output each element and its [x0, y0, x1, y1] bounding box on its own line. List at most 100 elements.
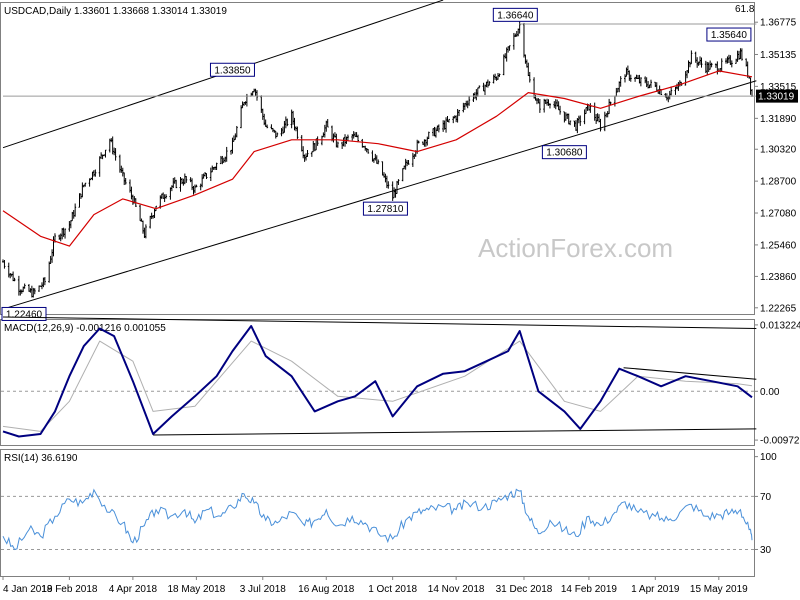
candle	[603, 111, 606, 132]
candle	[696, 57, 699, 68]
price-axis-tick-label: 1.31890	[760, 114, 797, 125]
x-tick-label: 18 May 2018	[167, 584, 225, 595]
candle	[585, 107, 588, 115]
candle	[675, 83, 678, 90]
rsi-title: RSI(14) 36.6190	[4, 453, 78, 464]
candle	[367, 148, 370, 154]
candle	[74, 203, 77, 217]
candle	[707, 62, 710, 72]
candle	[624, 74, 627, 83]
candle	[524, 54, 527, 64]
candle	[235, 125, 238, 138]
candle	[296, 126, 299, 139]
macd-axis-tick-label: 0.00	[760, 387, 780, 398]
candle	[739, 48, 742, 60]
candle	[72, 209, 75, 219]
candle	[716, 61, 719, 75]
candle	[639, 77, 642, 87]
rsi-panel-frame	[0, 449, 755, 577]
candle	[336, 141, 339, 148]
x-tick-label: 1 Oct 2018	[368, 584, 417, 595]
candle	[670, 86, 673, 96]
candle	[527, 62, 530, 77]
candle	[569, 120, 572, 126]
candle	[240, 105, 243, 129]
candle	[141, 220, 144, 234]
candle	[284, 116, 287, 129]
rsi-line	[2, 488, 753, 551]
candle	[649, 79, 652, 88]
candle	[498, 73, 501, 77]
candle	[183, 173, 186, 185]
candle	[204, 172, 207, 177]
candle	[488, 81, 491, 86]
candle	[68, 221, 71, 232]
candle	[401, 168, 404, 182]
candle	[475, 89, 478, 101]
candle	[677, 81, 680, 91]
swing-label: 1.27810	[362, 201, 408, 216]
swing-label: 1.36640	[492, 7, 538, 22]
candle	[264, 119, 267, 127]
candle	[149, 215, 152, 229]
candle	[374, 153, 377, 161]
candle	[281, 126, 284, 135]
candle	[169, 187, 172, 200]
price-axis-tick-label: 1.33515	[760, 82, 797, 93]
candle	[595, 114, 598, 124]
price-axis-tick-label: 1.27080	[760, 209, 797, 220]
candle	[497, 73, 500, 80]
candle	[91, 171, 94, 181]
candle	[476, 87, 479, 97]
candle	[175, 179, 178, 189]
candle	[280, 128, 283, 137]
candle	[619, 76, 622, 87]
candle	[437, 124, 440, 133]
candle	[417, 140, 420, 144]
candle	[342, 137, 345, 147]
candle	[306, 150, 309, 157]
price-axis-tick-label: 1.35135	[760, 50, 797, 61]
candle	[678, 80, 681, 87]
candle	[377, 159, 380, 165]
candle	[559, 105, 562, 115]
candle	[563, 111, 566, 123]
candle	[357, 134, 360, 143]
candle	[120, 165, 123, 173]
candle	[61, 228, 64, 240]
candle	[375, 155, 378, 164]
candle	[29, 288, 32, 293]
candle	[395, 180, 398, 194]
candle	[261, 108, 264, 120]
candle	[553, 101, 556, 108]
candle	[411, 152, 414, 167]
candle	[195, 184, 198, 188]
candle	[49, 255, 52, 264]
price-axis-tick-label: 1.23860	[760, 272, 797, 283]
candle	[232, 135, 235, 142]
candle	[172, 177, 175, 188]
candle	[404, 158, 407, 170]
rsi-plot: 100 70 30	[1, 452, 777, 556]
price-axis-tick-label: 1.22265	[760, 303, 797, 314]
candle	[3, 260, 6, 269]
x-tick-label: 14 Nov 2018	[428, 584, 485, 595]
candle	[482, 82, 485, 92]
candle	[726, 56, 729, 64]
candle	[709, 60, 712, 70]
last-price-text: 1.33019	[758, 92, 795, 103]
swing-label-text: 1.35640	[711, 30, 748, 41]
candle	[114, 148, 117, 161]
macd-trendline	[153, 428, 757, 436]
candle	[710, 62, 713, 68]
candle	[230, 149, 233, 155]
candle	[193, 184, 196, 194]
candle	[593, 102, 596, 121]
candle	[473, 92, 476, 99]
price-plot: 1.36775 1.35135 1.33515 1.31890 1.30320 1.287…	[1, 0, 798, 321]
candle	[163, 194, 166, 203]
price-panel-frame	[0, 2, 755, 315]
x-tick-label: 16 Aug 2018	[298, 584, 355, 595]
